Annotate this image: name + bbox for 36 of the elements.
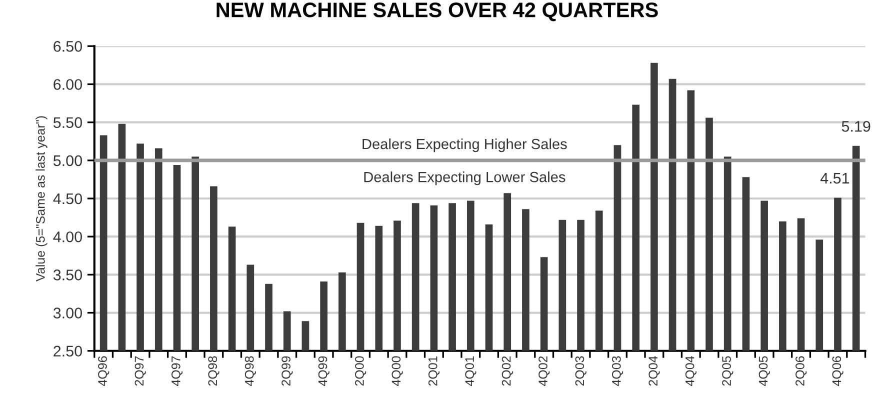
chart-title: NEW MACHINE SALES OVER 42 QUARTERS — [216, 2, 658, 22]
x-tick-label: 2Q99 — [282, 356, 293, 386]
x-tick-label: 2Q97 — [134, 356, 146, 386]
x-tick-label: 4Q02 — [538, 356, 550, 386]
x-tick-label: 4Q04 — [685, 356, 696, 386]
text: 6.50 — [54, 40, 82, 52]
text: 5.00 — [53, 155, 82, 166]
x-tick-label: 4Q97 — [171, 356, 183, 386]
text: 3.00 — [53, 308, 82, 318]
x-tick-label: 4Q06 — [832, 356, 844, 386]
x-tick-label: 2Q98 — [208, 356, 220, 386]
text: 2.50 — [54, 346, 82, 357]
x-tick-label: 4Q99 — [318, 356, 330, 386]
text: 3.50 — [53, 270, 82, 280]
x-tick-label: 2Q01 — [428, 356, 440, 386]
x-tick-label: 2Q06 — [796, 356, 807, 386]
x-tick-label: 2Q05 — [722, 356, 734, 386]
x-tick-label: 2Q02 — [502, 356, 513, 386]
annotation: Dealers Expecting Lower Sales — [364, 172, 566, 186]
x-tick-label: 2Q00 — [355, 356, 366, 386]
data-label: 5.19 — [842, 120, 870, 132]
text: 6.00 — [54, 79, 82, 90]
y-axis-title: Value (5="Same as last year") — [36, 116, 48, 282]
x-tick-label: 4Q00 — [392, 356, 403, 386]
x-tick-label: 4Q98 — [244, 356, 256, 386]
text: 5.50 — [53, 117, 82, 128]
x-tick-label: 2Q03 — [575, 356, 586, 386]
x-tick-label: 4Q03 — [612, 356, 624, 386]
x-tick-label: 4Q96 — [98, 356, 110, 386]
x-tick-label: 4Q01 — [465, 356, 476, 386]
data-label: 4.51 — [820, 172, 850, 184]
x-tick-label: 4Q05 — [758, 356, 770, 386]
x-tick-label: 2Q04 — [648, 356, 660, 386]
text: 4.50 — [53, 193, 82, 204]
text: 4.00 — [53, 231, 82, 242]
annotation: Dealers Expecting Higher Sales — [362, 138, 567, 152]
